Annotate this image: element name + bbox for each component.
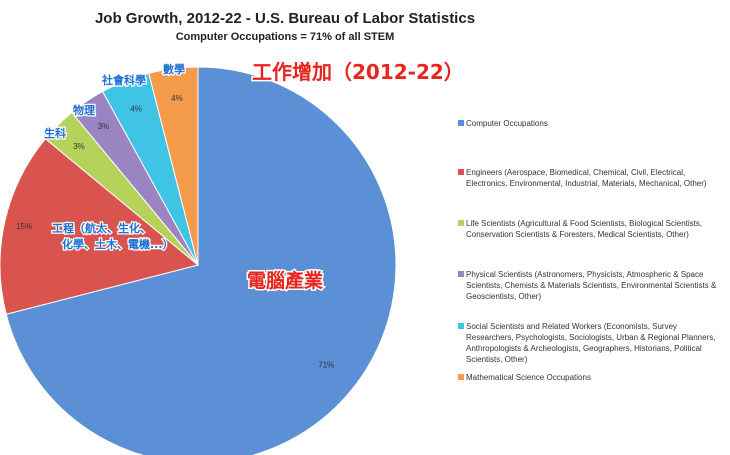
legend-label-1: Engineers (Aerospace, Biomedical, Chemic… — [466, 168, 707, 188]
annotation-4: 生科 — [44, 126, 66, 140]
annotation-2: 工程（航太、生化、 — [52, 221, 151, 235]
legend-item-2: Life Scientists (Agricultural & Food Sci… — [458, 218, 723, 240]
legend-item-0: Computer Occupations — [458, 118, 723, 129]
slice-value-label-0: 71% — [318, 361, 334, 370]
annotation-6: 社會科學 — [101, 73, 146, 87]
legend-swatch-2 — [458, 220, 464, 226]
legend-swatch-3 — [458, 271, 464, 277]
legend-label-2: Life Scientists (Agricultural & Food Sci… — [466, 219, 703, 239]
legend-label-0: Computer Occupations — [466, 119, 548, 128]
chart-subtitle: Computer Occupations = 71% of all STEM — [175, 31, 395, 43]
chart-title: Job Growth, 2012-22 - U.S. Bureau of Lab… — [94, 10, 476, 27]
legend-swatch-1 — [458, 169, 464, 175]
annotation-5: 物理 — [73, 103, 95, 117]
legend-item-1: Engineers (Aerospace, Biomedical, Chemic… — [458, 167, 723, 189]
legend-label-3: Physical Scientists (Astronomers, Physic… — [466, 270, 717, 301]
legend-swatch-0 — [458, 120, 464, 126]
annotation-3: 化學、土木、電機...） — [62, 237, 174, 251]
pie-slice-0 — [5, 66, 397, 455]
pie-slice-5 — [148, 66, 199, 266]
annotation-0: 工作增加（2012-22） — [252, 60, 464, 84]
legend-swatch-5 — [458, 374, 464, 380]
slice-value-label-1: 15% — [16, 222, 32, 231]
legend-item-5: Mathematical Science Occupations — [458, 372, 723, 383]
legend-label-4: Social Scientists and Related Workers (E… — [466, 322, 716, 364]
slice-value-label-2: 3% — [73, 142, 85, 151]
legend-item-3: Physical Scientists (Astronomers, Physic… — [458, 269, 723, 302]
legend-swatch-4 — [458, 323, 464, 329]
annotation-7: 數學 — [163, 62, 185, 76]
legend-label-5: Mathematical Science Occupations — [466, 373, 591, 382]
annotation-1: 電腦產業 — [247, 269, 324, 292]
slice-value-label-4: 4% — [130, 105, 142, 114]
legend-item-4: Social Scientists and Related Workers (E… — [458, 321, 723, 365]
slice-value-label-3: 3% — [98, 122, 110, 131]
pie-slice-1 — [0, 138, 200, 315]
slice-value-label-5: 4% — [171, 94, 183, 103]
